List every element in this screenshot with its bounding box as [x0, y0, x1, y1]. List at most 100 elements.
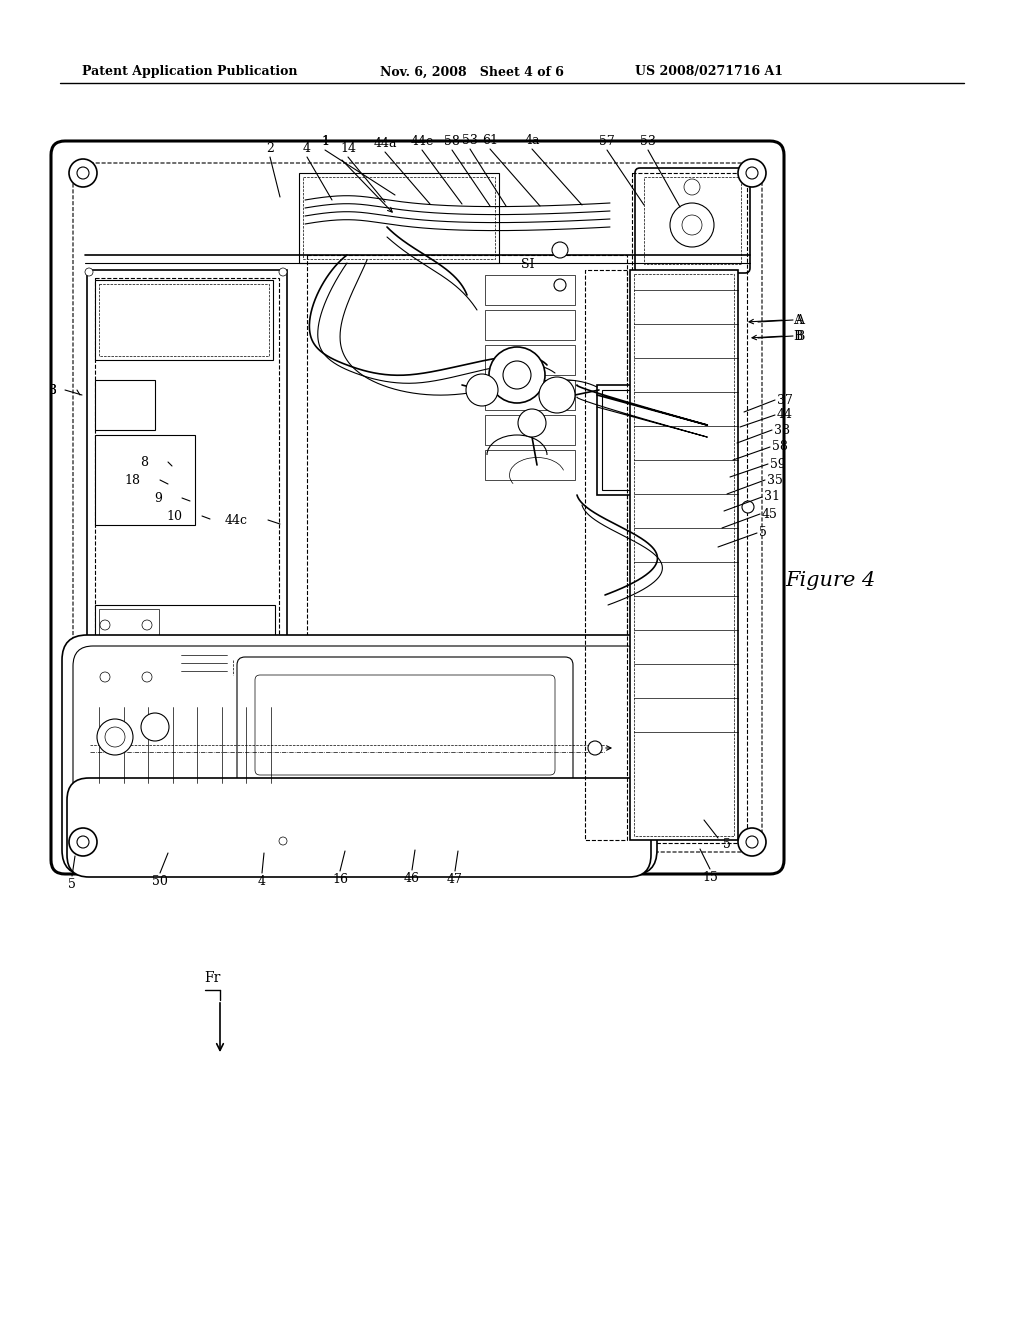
Bar	[485, 414, 575, 445]
Text: Patent Application Publication: Patent Application Publication	[82, 66, 298, 78]
Bar	[485, 310, 575, 341]
Bar	[634, 275, 734, 836]
Text: 37: 37	[777, 393, 793, 407]
Circle shape	[97, 719, 133, 755]
Circle shape	[85, 268, 93, 276]
Bar	[303, 177, 495, 259]
Circle shape	[105, 727, 125, 747]
Text: 8: 8	[140, 455, 148, 469]
Text: 14: 14	[340, 143, 356, 154]
Bar	[307, 255, 627, 836]
Text: 3: 3	[49, 384, 57, 396]
Bar	[99, 655, 169, 700]
Text: 10: 10	[166, 510, 182, 523]
Circle shape	[69, 158, 97, 187]
FancyBboxPatch shape	[635, 168, 750, 273]
Circle shape	[588, 741, 602, 755]
Text: 61: 61	[482, 135, 498, 147]
Bar	[585, 271, 627, 840]
Bar	[95, 605, 275, 700]
Circle shape	[503, 360, 531, 389]
Circle shape	[682, 215, 702, 235]
Circle shape	[141, 713, 169, 741]
FancyBboxPatch shape	[73, 645, 646, 865]
Circle shape	[554, 279, 566, 290]
Text: 4: 4	[303, 143, 311, 154]
FancyBboxPatch shape	[255, 675, 555, 775]
Text: Nov. 6, 2008   Sheet 4 of 6: Nov. 6, 2008 Sheet 4 of 6	[380, 66, 564, 78]
Bar	[177, 649, 232, 690]
Circle shape	[539, 378, 575, 413]
Circle shape	[69, 828, 97, 855]
Text: A: A	[795, 314, 804, 326]
Bar	[299, 173, 499, 263]
Circle shape	[742, 502, 754, 513]
FancyBboxPatch shape	[237, 657, 573, 793]
Text: 38: 38	[774, 424, 790, 437]
Bar	[95, 380, 155, 430]
FancyBboxPatch shape	[62, 635, 657, 875]
Circle shape	[489, 347, 545, 403]
Bar	[485, 380, 575, 411]
Circle shape	[466, 374, 498, 407]
Text: 5: 5	[759, 527, 767, 540]
Text: 44a: 44a	[374, 137, 396, 150]
Text: 46: 46	[404, 873, 420, 884]
Text: 57: 57	[599, 135, 614, 148]
Text: 59: 59	[770, 458, 785, 470]
Circle shape	[279, 837, 287, 845]
Circle shape	[77, 836, 89, 847]
Text: 5: 5	[68, 878, 76, 891]
Bar	[99, 609, 159, 649]
Bar	[87, 271, 287, 845]
Text: 1: 1	[321, 135, 329, 148]
Bar	[485, 450, 575, 480]
Circle shape	[77, 168, 89, 180]
Circle shape	[100, 620, 110, 630]
Text: 16: 16	[332, 873, 348, 886]
Text: Fr: Fr	[204, 972, 220, 985]
Text: 50: 50	[152, 875, 168, 888]
Text: SI: SI	[521, 259, 535, 272]
Circle shape	[552, 242, 568, 257]
Text: 35: 35	[767, 474, 783, 487]
Bar	[95, 279, 279, 837]
Text: 4a: 4a	[524, 135, 540, 147]
Bar	[95, 436, 195, 525]
Text: 9: 9	[155, 491, 162, 504]
Text: B: B	[795, 330, 804, 342]
Text: 1: 1	[321, 135, 329, 148]
Bar	[485, 345, 575, 375]
Circle shape	[142, 672, 152, 682]
Bar	[485, 275, 575, 305]
Text: 2: 2	[266, 143, 274, 154]
Circle shape	[142, 620, 152, 630]
Circle shape	[85, 837, 93, 845]
Text: 45: 45	[762, 507, 778, 520]
Circle shape	[684, 180, 700, 195]
Text: 53: 53	[462, 135, 478, 147]
Text: 31: 31	[764, 491, 780, 503]
Bar	[95, 280, 273, 360]
Text: 3: 3	[49, 384, 57, 396]
Text: 58: 58	[772, 441, 787, 454]
Text: 53: 53	[640, 135, 656, 148]
Circle shape	[518, 409, 546, 437]
Circle shape	[738, 158, 766, 187]
Bar	[632, 173, 746, 843]
Text: 5: 5	[723, 838, 731, 851]
Text: 15: 15	[702, 871, 718, 884]
Bar	[630, 271, 738, 840]
Text: 44e: 44e	[411, 135, 434, 148]
Text: 18: 18	[124, 474, 140, 487]
Text: Figure 4: Figure 4	[784, 570, 876, 590]
Text: 44c: 44c	[225, 513, 248, 527]
Bar	[644, 177, 741, 264]
Text: 44: 44	[777, 408, 793, 421]
Circle shape	[746, 836, 758, 847]
Text: 58: 58	[444, 135, 460, 148]
Text: 4: 4	[258, 875, 266, 888]
Text: B: B	[793, 330, 802, 342]
FancyBboxPatch shape	[51, 141, 784, 874]
FancyBboxPatch shape	[67, 777, 651, 876]
